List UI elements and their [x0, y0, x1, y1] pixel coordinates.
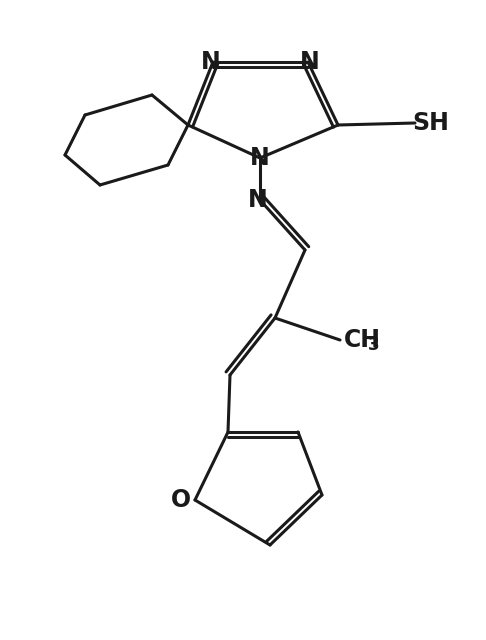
Text: O: O: [171, 488, 191, 512]
Text: SH: SH: [413, 111, 450, 135]
Text: N: N: [300, 50, 320, 74]
Text: N: N: [248, 188, 268, 212]
Text: 3: 3: [368, 336, 380, 354]
Text: N: N: [250, 146, 270, 170]
Text: CH: CH: [344, 328, 381, 352]
Text: N: N: [201, 50, 221, 74]
